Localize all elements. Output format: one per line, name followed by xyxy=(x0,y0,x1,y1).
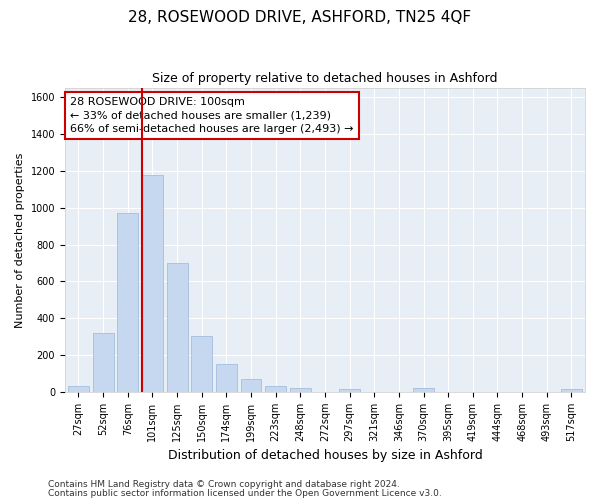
Bar xyxy=(413,388,434,392)
Bar xyxy=(216,364,237,392)
Text: Contains public sector information licensed under the Open Government Licence v3: Contains public sector information licen… xyxy=(48,488,442,498)
Text: 28, ROSEWOOD DRIVE, ASHFORD, TN25 4QF: 28, ROSEWOOD DRIVE, ASHFORD, TN25 4QF xyxy=(128,10,472,25)
Bar xyxy=(265,386,286,392)
Bar xyxy=(241,379,262,392)
Text: 28 ROSEWOOD DRIVE: 100sqm
← 33% of detached houses are smaller (1,239)
66% of se: 28 ROSEWOOD DRIVE: 100sqm ← 33% of detac… xyxy=(70,97,353,134)
Bar xyxy=(290,388,311,392)
Bar xyxy=(167,263,188,392)
Bar xyxy=(561,389,582,392)
Y-axis label: Number of detached properties: Number of detached properties xyxy=(15,152,25,328)
X-axis label: Distribution of detached houses by size in Ashford: Distribution of detached houses by size … xyxy=(167,450,482,462)
Title: Size of property relative to detached houses in Ashford: Size of property relative to detached ho… xyxy=(152,72,498,86)
Text: Contains HM Land Registry data © Crown copyright and database right 2024.: Contains HM Land Registry data © Crown c… xyxy=(48,480,400,489)
Bar xyxy=(68,386,89,392)
Bar xyxy=(339,389,360,392)
Bar xyxy=(92,333,113,392)
Bar xyxy=(117,214,138,392)
Bar xyxy=(191,336,212,392)
Bar xyxy=(142,174,163,392)
